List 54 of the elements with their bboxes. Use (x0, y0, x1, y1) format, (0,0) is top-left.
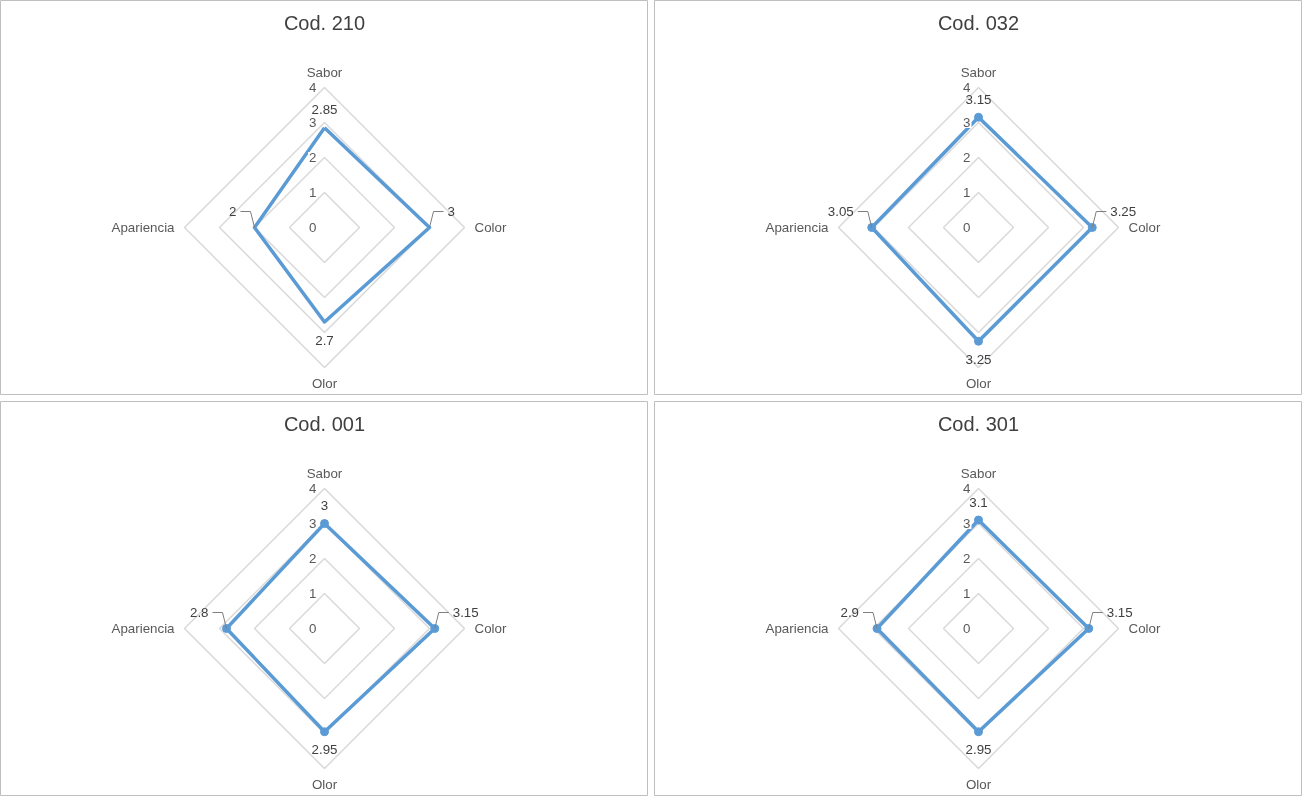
data-label: 2.95 (965, 742, 992, 758)
data-label: 3.25 (1110, 204, 1137, 219)
spoke-label: Color (1128, 220, 1161, 235)
y-tick-label: 2 (963, 150, 971, 165)
spoke-label: Apariencia (111, 220, 176, 235)
y-tick-label: 0 (963, 220, 971, 235)
spoke-label: Sabor (960, 465, 997, 481)
y-tick-label: 3 (963, 516, 971, 531)
spoke-label: Apariencia (765, 220, 830, 235)
y-tick-label: 4 (963, 481, 972, 496)
y-tick-label: 4 (309, 80, 318, 95)
spoke-label: Color (474, 621, 507, 636)
y-tick-label: 4 (309, 481, 318, 496)
data-label: 2 (229, 204, 237, 219)
spoke-label: Sabor (306, 465, 343, 481)
y-tick-label: 2 (963, 551, 971, 566)
data-label: 3.25 (965, 351, 992, 367)
data-label: 2.85 (311, 102, 338, 118)
y-tick-label: 0 (309, 621, 317, 636)
chart-title: Cod. 001 (283, 412, 366, 435)
y-tick-label: 1 (963, 185, 971, 200)
spoke-label: Color (1128, 621, 1161, 636)
spoke-label: Olor (965, 375, 992, 391)
data-label: 2.95 (311, 742, 338, 758)
spoke-label: Apariencia (765, 621, 830, 636)
data-label: 2.7 (315, 332, 334, 348)
data-label: 2.8 (189, 605, 209, 620)
chart-title: Cod. 210 (283, 11, 366, 34)
data-label: 3 (447, 204, 455, 219)
y-tick-label: 1 (309, 586, 317, 601)
y-tick-label: 3 (963, 115, 971, 130)
spoke-label: Sabor (960, 64, 997, 80)
y-tick-label: 3 (309, 115, 317, 130)
chart-title: Cod. 032 (937, 11, 1020, 34)
y-tick-label: 0 (963, 621, 971, 636)
y-tick-label: 1 (963, 586, 971, 601)
data-label: 3.05 (827, 204, 854, 219)
data-label: 2.9 (840, 605, 859, 620)
spoke-label: Apariencia (111, 621, 176, 636)
y-tick-label: 0 (309, 220, 317, 235)
spoke-label: Olor (311, 776, 338, 792)
y-tick-label: 2 (309, 551, 317, 566)
spoke-label: Olor (311, 375, 338, 391)
y-tick-label: 3 (309, 516, 317, 531)
data-label: 3 (320, 498, 329, 513)
y-tick-label: 1 (309, 185, 317, 200)
spoke-label: Color (474, 220, 507, 235)
data-label: 3.1 (969, 494, 988, 510)
spoke-label: Sabor (306, 64, 343, 80)
spoke-label: Olor (965, 776, 992, 792)
data-label: 3.15 (1106, 605, 1133, 620)
chart-title: Cod. 301 (937, 412, 1020, 435)
data-label: 3.15 (452, 605, 479, 620)
y-tick-label: 2 (309, 150, 317, 165)
